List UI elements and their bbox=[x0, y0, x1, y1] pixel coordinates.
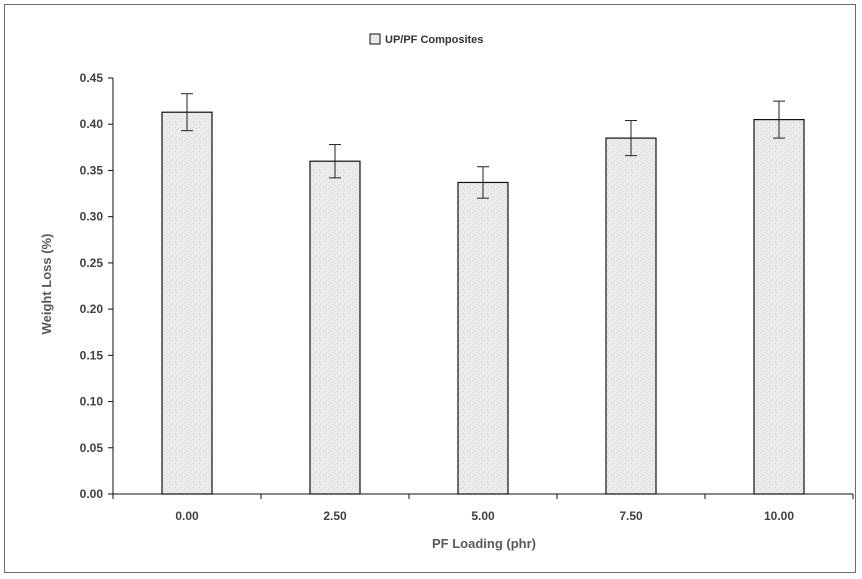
x-tick-label: 5.00 bbox=[471, 509, 495, 523]
y-tick-label: 0.40 bbox=[80, 117, 104, 131]
y-tick-label: 0.35 bbox=[80, 163, 104, 177]
y-tick-label: 0.00 bbox=[80, 487, 104, 501]
bar bbox=[457, 181, 509, 495]
legend-swatch bbox=[369, 33, 381, 45]
y-tick-label: 0.30 bbox=[80, 210, 104, 224]
x-tick-label: 10.00 bbox=[764, 509, 794, 523]
x-axis-title: PF Loading (phr) bbox=[432, 536, 536, 551]
x-tick-label: 0.00 bbox=[175, 509, 199, 523]
bar bbox=[309, 160, 361, 495]
y-tick-label: 0.10 bbox=[80, 395, 104, 409]
y-tick-label: 0.20 bbox=[80, 302, 104, 316]
bar bbox=[605, 137, 657, 495]
legend-label: UP/PF Composites bbox=[385, 34, 483, 46]
x-tick-label: 2.50 bbox=[323, 509, 347, 523]
y-tick-label: 0.45 bbox=[80, 71, 104, 85]
y-axis-title: Weight Loss (%) bbox=[39, 234, 54, 335]
legend: UP/PF Composites bbox=[369, 33, 483, 46]
y-tick-label: 0.15 bbox=[80, 348, 104, 362]
y-tick-label: 0.25 bbox=[80, 256, 104, 270]
x-tick-label: 7.50 bbox=[619, 509, 643, 523]
bar bbox=[161, 111, 213, 495]
chart-frame bbox=[4, 4, 856, 573]
y-tick-label: 0.05 bbox=[80, 441, 104, 455]
bar bbox=[753, 118, 805, 495]
